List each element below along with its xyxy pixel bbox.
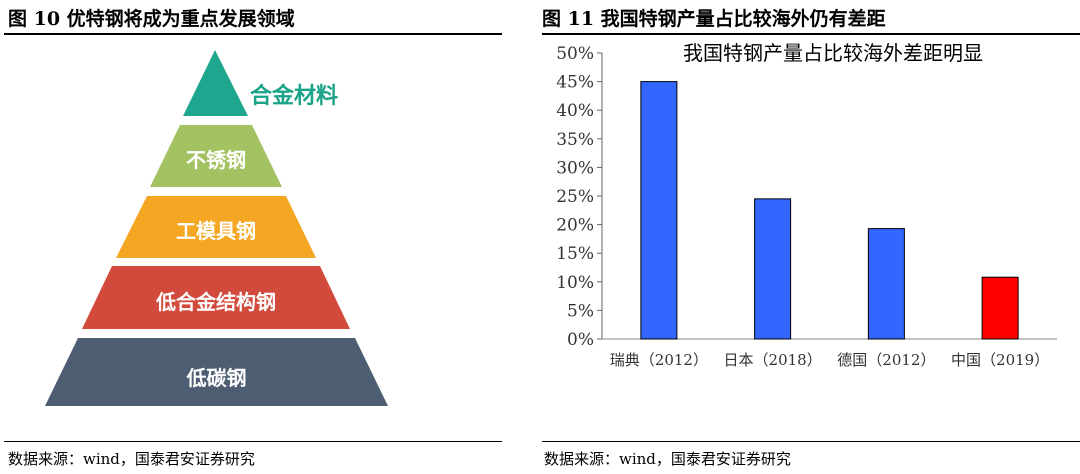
tier-label-alloy: 合金材料 — [250, 84, 339, 109]
top-rule — [542, 33, 1080, 35]
right-source-note: 数据来源：wind，国泰君安证券研究 — [544, 450, 791, 468]
tier-label-stainless: 不锈钢 — [186, 148, 246, 172]
tier-2-shape — [116, 196, 316, 258]
bars — [640, 81, 1019, 340]
y-tick-label: 10% — [556, 273, 594, 293]
y-tick-label: 40% — [556, 101, 594, 121]
bottom-rule — [542, 441, 1080, 442]
y-tick-label: 50% — [556, 44, 594, 64]
right-figure-title: 图 11 我国特钢产量占比较海外仍有差距 — [542, 8, 886, 30]
left-figure-title: 图 10 优特钢将成为重点发展领域 — [8, 8, 295, 30]
y-tick-label: 25% — [556, 187, 594, 207]
y-tick-label: 35% — [556, 130, 594, 150]
y-tick-label: 20% — [556, 216, 594, 236]
y-axis: 0% 5% 10% 15% 20% 25% 30% 35% 40% 45% 50% — [556, 44, 1057, 350]
tier-label-low-alloy: 低合金结构钢 — [156, 290, 276, 314]
x-tick-label-1: 日本（2018） — [724, 351, 822, 369]
tier-0-shape — [183, 50, 248, 116]
y-tick-label: 0% — [567, 330, 594, 350]
tier-label-low-carbon: 低碳钢 — [186, 366, 247, 390]
chart-title: 我国特钢产量占比较海外差距明显 — [683, 41, 983, 65]
y-tick-label: 5% — [567, 301, 594, 321]
bar-0 — [640, 81, 678, 340]
tier-3-shape — [82, 266, 350, 329]
top-rule — [4, 33, 502, 35]
right-figure: 图 11 我国特钢产量占比较海外仍有差距 我国特钢产量占比较海外差距明显 0% 5… — [542, 0, 1080, 474]
bar-chart: 我国特钢产量占比较海外差距明显 0% 5% 10% 15% 20% 25% 30% 35% 40… — [556, 41, 1057, 369]
x-tick-label-3: 中国（2019） — [951, 351, 1049, 369]
left-figure: 图 10 优特钢将成为重点发展领域 合金材料 不锈钢 工模具钢 低合金结构钢 低… — [0, 0, 530, 474]
y-tick-label: 15% — [556, 244, 594, 264]
x-tick-label-2: 德国（2012） — [837, 351, 935, 369]
bottom-rule — [4, 441, 502, 442]
tier-4-shape — [45, 338, 388, 406]
x-tick-label-0: 瑞典（2012） — [610, 351, 708, 369]
y-tick-label: 30% — [556, 158, 594, 178]
pyramid-diagram — [45, 50, 388, 406]
y-tick-label: 45% — [556, 73, 594, 93]
x-axis-labels: 瑞典（2012） 日本（2018） 德国（2012） 中国（2019） — [610, 351, 1049, 369]
bar-3 — [981, 276, 1019, 340]
bar-1 — [754, 198, 792, 340]
tier-label-tool-die: 工模具钢 — [176, 219, 256, 243]
bar-2 — [867, 228, 905, 340]
tier-1-shape — [150, 125, 282, 187]
left-source-note: 数据来源：wind，国泰君安证券研究 — [8, 450, 255, 468]
